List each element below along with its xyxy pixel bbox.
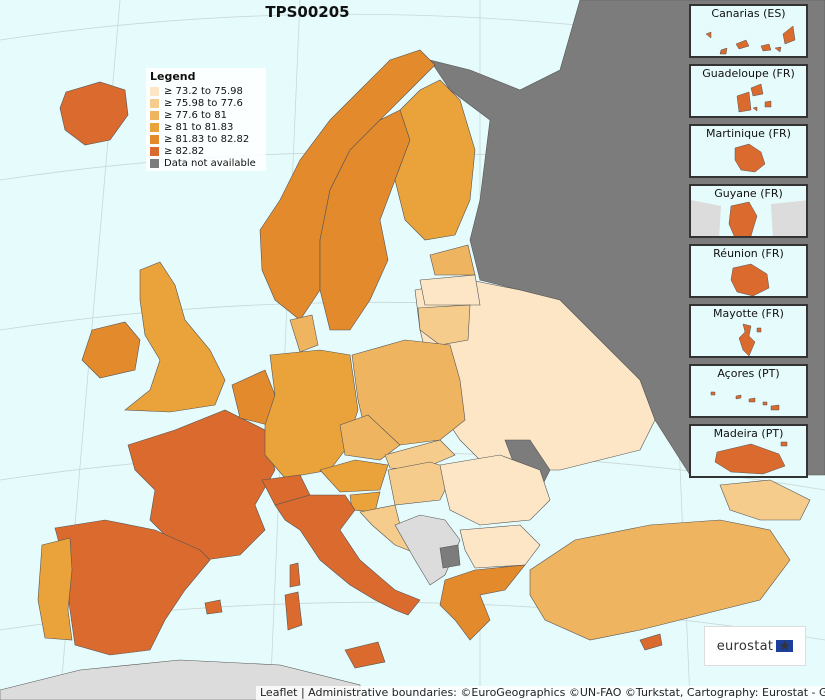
legend-label: ≥ 82.82 xyxy=(164,145,205,157)
latvia xyxy=(419,274,481,306)
balearic-islands xyxy=(204,599,223,615)
corsica xyxy=(289,562,301,588)
legend-swatch xyxy=(150,110,159,120)
acores-shape xyxy=(710,391,780,411)
guyane-shape xyxy=(691,200,806,236)
greece xyxy=(439,564,526,641)
mayotte-shape xyxy=(738,323,762,356)
austria xyxy=(319,459,389,493)
sicily xyxy=(344,641,386,669)
legend-item: ≥ 82.82 xyxy=(150,145,262,157)
legend-swatch xyxy=(150,98,159,108)
finland xyxy=(394,79,476,241)
inset-label: Guyane (FR) xyxy=(714,187,783,200)
denmark xyxy=(289,314,319,353)
legend-item: ≥ 81 to 81.83 xyxy=(150,121,262,133)
poland xyxy=(351,339,466,446)
united-kingdom xyxy=(124,261,226,413)
legend-label: Data not available xyxy=(164,157,256,169)
legend-swatch xyxy=(150,86,159,96)
map-title: TPS00205 xyxy=(265,3,350,21)
slovakia xyxy=(384,439,456,471)
sweden xyxy=(319,109,411,331)
inset-label: Açores (PT) xyxy=(717,367,780,380)
martinique-shape xyxy=(734,143,766,173)
inset-label: Guadeloupe (FR) xyxy=(702,67,795,80)
legend-label: ≥ 81.83 to 82.82 xyxy=(164,133,250,145)
reunion-shape xyxy=(730,263,770,296)
legend-swatch xyxy=(150,158,159,168)
guadeloupe-shape xyxy=(736,83,772,113)
inset-label: Mayotte (FR) xyxy=(713,307,784,320)
legend-label: ≥ 81 to 81.83 xyxy=(164,121,234,133)
lithuania xyxy=(417,304,471,346)
inset-label: Madeira (PT) xyxy=(713,427,784,440)
eu-flag-icon: ★ xyxy=(776,639,794,654)
legend-item: ≥ 81.83 to 82.82 xyxy=(150,133,262,145)
france xyxy=(127,409,276,561)
inset-label: Réunion (FR) xyxy=(713,247,784,260)
ireland xyxy=(81,321,141,379)
legend-swatch xyxy=(150,134,159,144)
inset-mayotte[interactable]: Mayotte (FR) xyxy=(689,304,808,358)
legend-item: Data not available xyxy=(150,157,262,169)
inset-canarias[interactable]: Canarias (ES) xyxy=(689,4,808,58)
legend-swatch xyxy=(150,146,159,156)
legend: Legend ≥ 73.2 to 75.98 ≥ 75.98 to 77.6 ≥… xyxy=(146,68,266,171)
logo-text: eurostat xyxy=(716,638,774,654)
montenegro-nodata xyxy=(439,544,461,569)
inset-acores[interactable]: Açores (PT) xyxy=(689,364,808,418)
legend-item: ≥ 75.98 to 77.6 xyxy=(150,97,262,109)
eurostat-logo: eurostat ★ xyxy=(704,626,806,666)
legend-label: ≥ 77.6 to 81 xyxy=(164,109,227,121)
czechia xyxy=(339,414,401,461)
cyprus xyxy=(639,633,663,651)
attribution[interactable]: Leaflet | Administrative boundaries: ©Eu… xyxy=(256,686,825,700)
legend-swatch xyxy=(150,122,159,132)
sardinia xyxy=(284,591,303,631)
romania xyxy=(439,454,551,526)
inset-guadeloupe[interactable]: Guadeloupe (FR) xyxy=(689,64,808,118)
spain xyxy=(54,519,211,656)
canarias-shape xyxy=(705,25,796,55)
legend-item: ≥ 73.2 to 75.98 xyxy=(150,85,262,97)
inset-label: Canarias (ES) xyxy=(711,7,786,20)
madeira-shape xyxy=(714,441,788,475)
inset-guyane[interactable]: Guyane (FR) xyxy=(689,184,808,238)
caucasus xyxy=(719,479,811,521)
norway xyxy=(259,49,436,321)
portugal xyxy=(37,537,73,641)
legend-label: ≥ 75.98 to 77.6 xyxy=(164,97,243,109)
inset-martinique[interactable]: Martinique (FR) xyxy=(689,124,808,178)
legend-label: ≥ 73.2 to 75.98 xyxy=(164,85,243,97)
inset-label: Martinique (FR) xyxy=(706,127,791,140)
italy xyxy=(274,494,421,616)
inset-reunion[interactable]: Réunion (FR) xyxy=(689,244,808,298)
turkey xyxy=(529,519,791,641)
iceland xyxy=(59,81,129,146)
legend-item: ≥ 77.6 to 81 xyxy=(150,109,262,121)
legend-title: Legend xyxy=(150,70,196,83)
inset-madeira[interactable]: Madeira (PT) xyxy=(689,424,808,478)
